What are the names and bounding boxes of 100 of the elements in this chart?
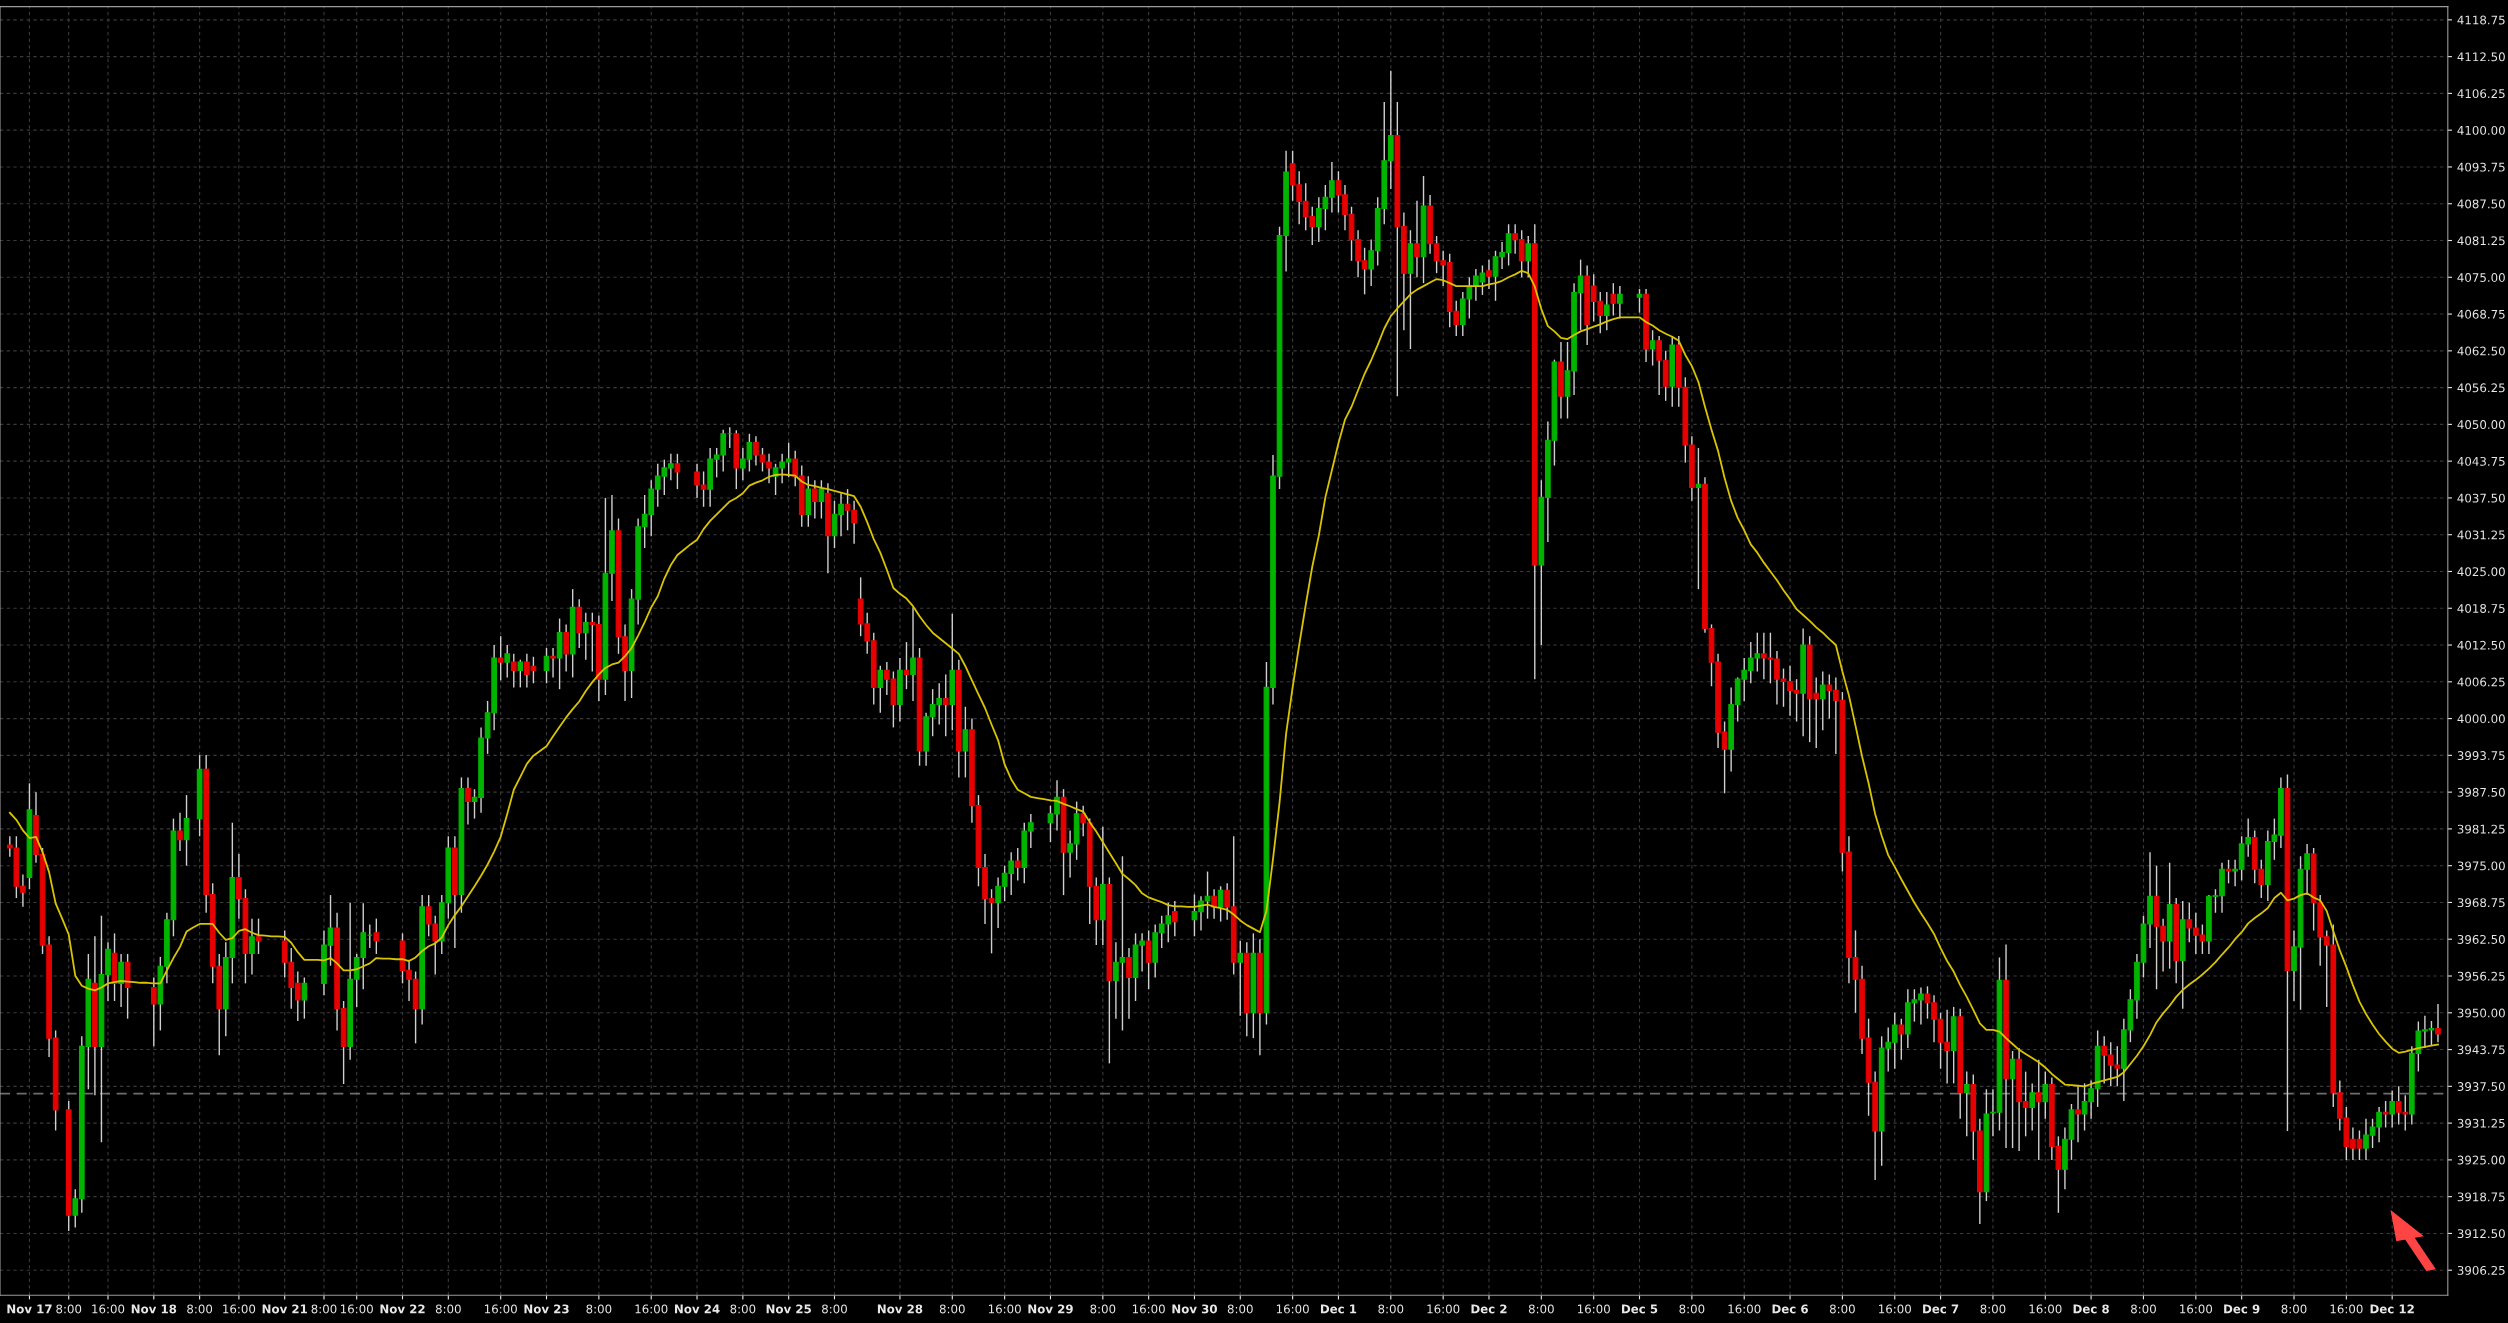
y-tick-label: 4012.50 (2457, 640, 2505, 650)
candlestick (1171, 900, 1178, 937)
y-tick-label: 4075.00 (2457, 273, 2505, 282)
x-tick-label: Nov 28 (877, 1304, 923, 1314)
y-tick-label: 3956.25 (2457, 971, 2505, 981)
candlestick (1603, 291, 1610, 331)
candlestick (550, 647, 556, 679)
x-tick-label: 16:00 (1577, 1304, 1610, 1314)
y-tick-label: 4081.25 (2457, 236, 2505, 246)
candlestick (1414, 200, 1420, 278)
candlestick (877, 664, 884, 714)
y-tick-label: 3937.50 (2457, 1082, 2505, 1091)
candlestick (510, 653, 517, 689)
x-tick-label: Dec 6 (1772, 1304, 1808, 1314)
x-tick-label: 8:00 (187, 1304, 213, 1314)
x-tick-label: Dec 2 (1471, 1304, 1507, 1314)
candlestick (1819, 670, 1826, 732)
candlestick (2042, 1070, 2049, 1120)
x-tick-label: Dec 1 (1320, 1304, 1357, 1314)
y-tick-label: 4100.00 (2457, 125, 2505, 135)
candlestick (1014, 847, 1021, 882)
y-tick-label: 4056.25 (2457, 383, 2505, 393)
x-tick-label: 8:00 (2131, 1304, 2156, 1314)
candlestick (1898, 1017, 1905, 1061)
x-tick-label: 8:00 (586, 1304, 612, 1314)
x-tick-label: Nov 18 (131, 1304, 177, 1314)
y-tick-label: 4118.75 (2457, 15, 2505, 25)
candlestick (1636, 288, 1643, 314)
x-tick-label: Dec 5 (1622, 1304, 1658, 1314)
y-tick-label: 3975.00 (2457, 861, 2505, 871)
candlestick (1649, 329, 1656, 367)
y-tick-label: 4031.25 (2457, 530, 2505, 540)
candlestick (255, 917, 262, 955)
x-tick-label: 16:00 (1276, 1304, 1309, 1314)
x-tick-label: 8:00 (1227, 1304, 1253, 1314)
y-tick-label: 3931.25 (2457, 1118, 2505, 1128)
candlestick (962, 706, 969, 779)
x-tick-label: 8:00 (2281, 1304, 2307, 1314)
candlestick (563, 623, 569, 673)
x-tick-label: 8:00 (1829, 1304, 1855, 1314)
x-tick-label: 16:00 (1427, 1304, 1460, 1314)
x-tick-label: 16:00 (1728, 1304, 1761, 1314)
candlestick (2035, 1059, 2042, 1161)
candlestick (1126, 947, 1132, 1020)
candlestick (811, 479, 818, 520)
x-tick-label: Nov 21 (262, 1304, 308, 1314)
candlestick (1486, 258, 1492, 290)
x-tick-label: 16:00 (635, 1304, 668, 1314)
x-tick-label: 8:00 (822, 1304, 847, 1314)
x-tick-label: 16:00 (484, 1304, 517, 1314)
x-tick-label: 16:00 (223, 1304, 256, 1314)
x-tick-label: 8:00 (730, 1304, 756, 1314)
candlestick (465, 776, 471, 826)
x-tick-label: 8:00 (56, 1304, 82, 1314)
y-tick-label: 3943.75 (2457, 1045, 2505, 1055)
candlestick (1695, 447, 1702, 590)
candlestick (792, 450, 799, 487)
candlestick (1963, 1070, 1970, 1138)
x-tick-label: 8:00 (1679, 1304, 1705, 1314)
candlestick (2225, 859, 2232, 885)
y-tick-label: 3950.00 (2457, 1008, 2505, 1018)
candlestick (942, 673, 949, 737)
candlestick (2029, 1082, 2036, 1132)
y-tick-label: 4000.00 (2457, 714, 2505, 724)
x-tick-label: 16:00 (988, 1304, 1021, 1314)
y-tick-label: 3981.25 (2457, 824, 2505, 834)
candlestick (910, 606, 916, 702)
candlestick (2382, 1100, 2389, 1129)
candlestick (497, 635, 504, 682)
line-series (8, 269, 2439, 1088)
x-tick-label: Nov 22 (380, 1304, 425, 1314)
candlestick (1525, 235, 1532, 278)
x-tick-label: Dec 9 (2224, 1304, 2260, 1314)
x-tick-label: 16:00 (2330, 1304, 2363, 1314)
candlestick (2075, 1085, 2081, 1143)
candlestick (150, 976, 157, 1048)
y-tick-label: 3987.50 (2457, 787, 2505, 797)
x-tick-label: 16:00 (1879, 1304, 1911, 1314)
y-tick-label: 4025.00 (2457, 567, 2505, 577)
y-tick-label: 4050.00 (2457, 420, 2505, 430)
x-tick-label: Nov 25 (766, 1304, 811, 1314)
y-tick-label: 3925.00 (2457, 1155, 2505, 1165)
candlestick (1217, 885, 1224, 923)
x-tick-label: Nov 30 (1172, 1304, 1217, 1314)
candlestick (249, 917, 255, 976)
candlestick (674, 453, 681, 490)
y-tick-label: 4037.50 (2457, 493, 2505, 503)
candlestick (517, 659, 524, 689)
y-tick-label: 4112.50 (2457, 52, 2505, 62)
x-tick-label: 8:00 (435, 1304, 461, 1314)
x-tick-label: 16:00 (2029, 1304, 2062, 1314)
y-tick-label: 3993.75 (2457, 751, 2505, 761)
y-tick-label: 4018.75 (2457, 603, 2505, 613)
x-tick-label: 8:00 (1980, 1304, 2006, 1314)
candlestick (818, 479, 825, 520)
candlestick (118, 953, 124, 1008)
y-tick-label: 3962.50 (2457, 934, 2505, 944)
candlestick (504, 644, 511, 679)
candlestick (177, 812, 183, 852)
x-tick-label: 16:00 (2180, 1304, 2213, 1314)
